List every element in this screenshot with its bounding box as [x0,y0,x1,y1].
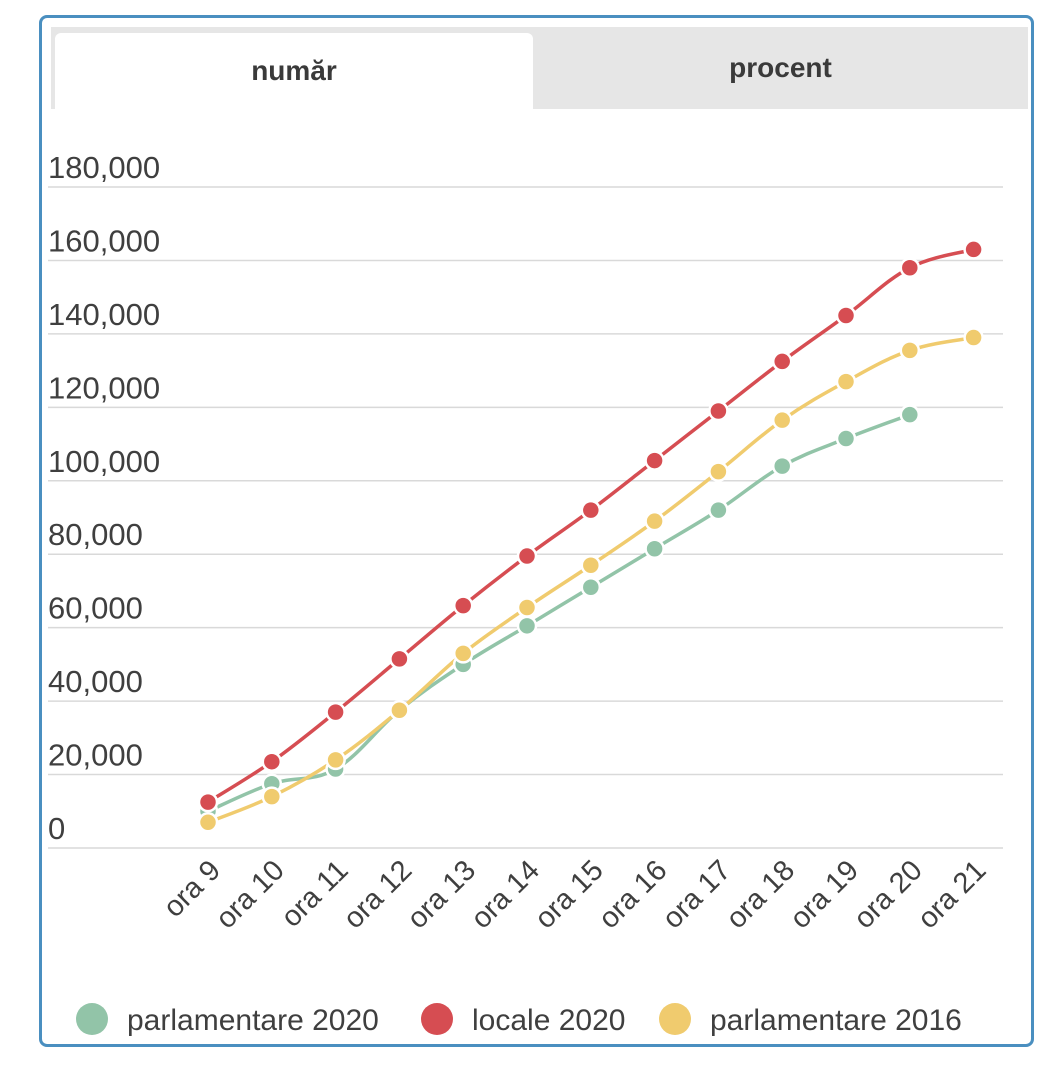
tab-procent[interactable]: procent [729,52,832,83]
data-point[interactable] [580,577,602,598]
y-tick-label: 20,000 [48,738,143,773]
data-point[interactable] [644,450,665,471]
data-point[interactable] [261,751,283,772]
x-tick-label: ora 18 [720,854,801,935]
data-point[interactable] [771,351,793,372]
data-point[interactable] [835,305,857,326]
data-point[interactable] [644,538,665,559]
y-tick-label: 0 [48,811,65,846]
x-tick-label: ora 13 [401,854,482,935]
data-point[interactable] [835,371,857,392]
data-point[interactable] [389,700,410,721]
x-tick-label: ora 12 [338,854,419,935]
data-point[interactable] [197,791,219,813]
data-point[interactable] [644,510,665,532]
x-tick-label: ora 14 [465,854,546,935]
data-point[interactable] [899,340,921,361]
legend-item[interactable]: locale 2020 [472,1004,625,1037]
y-tick-label: 140,000 [48,297,160,332]
series-line [207,413,911,813]
x-tick-label: ora 20 [848,854,929,935]
data-point[interactable] [771,455,793,477]
data-point[interactable] [708,461,729,482]
data-point[interactable] [516,545,538,567]
data-point[interactable] [580,554,602,576]
legend-item[interactable]: parlamentare 2020 [127,1004,379,1037]
data-point[interactable] [708,499,729,521]
x-tick-label: ora 11 [275,854,354,933]
data-point[interactable] [389,648,410,670]
data-point[interactable] [325,701,346,723]
data-point[interactable] [963,239,984,260]
y-tick-label: 60,000 [48,591,143,626]
data-point[interactable] [899,404,921,425]
x-tick-label: ora 19 [784,854,865,935]
data-point[interactable] [261,786,283,807]
data-point[interactable] [963,327,984,348]
y-tick-label: 120,000 [48,370,160,405]
tab-bar: număr procent [51,27,1028,109]
x-tick-label: ora 15 [529,854,610,935]
y-tick-label: 40,000 [48,664,143,699]
legend-marker [659,1003,691,1035]
data-point[interactable] [325,749,346,771]
x-tick-label: ora 17 [657,854,738,935]
y-tick-label: 180,000 [48,150,160,185]
y-tick-label: 80,000 [48,517,143,552]
series-points [197,239,984,833]
data-point[interactable] [771,409,793,431]
data-point[interactable] [452,595,474,616]
grid-lines [48,186,1003,849]
legend-marker [76,1003,108,1035]
data-point[interactable] [452,643,474,664]
series-lines [207,247,975,824]
data-point[interactable] [708,400,729,422]
data-point[interactable] [835,428,857,449]
legend-item[interactable]: parlamentare 2016 [710,1004,962,1037]
x-tick-label: ora 10 [210,854,291,935]
data-point[interactable] [580,499,602,521]
data-point[interactable] [197,812,219,833]
x-tick-label: ora 21 [912,854,993,935]
data-point[interactable] [516,597,538,618]
tab-numar[interactable]: număr [55,33,533,109]
x-tick-label: ora 16 [593,854,674,935]
y-tick-label: 160,000 [48,223,160,258]
y-axis-ticks: 0 20,000 40,000 60,000 80,000 100,000 120,000 1… [48,150,160,846]
data-point[interactable] [516,615,538,637]
legend-marker [421,1003,453,1035]
y-tick-label: 100,000 [48,444,160,479]
data-point[interactable] [899,257,921,279]
legend: parlamentare 2020 locale 2020 parlamentare… [76,1003,962,1037]
series-line [207,247,975,804]
